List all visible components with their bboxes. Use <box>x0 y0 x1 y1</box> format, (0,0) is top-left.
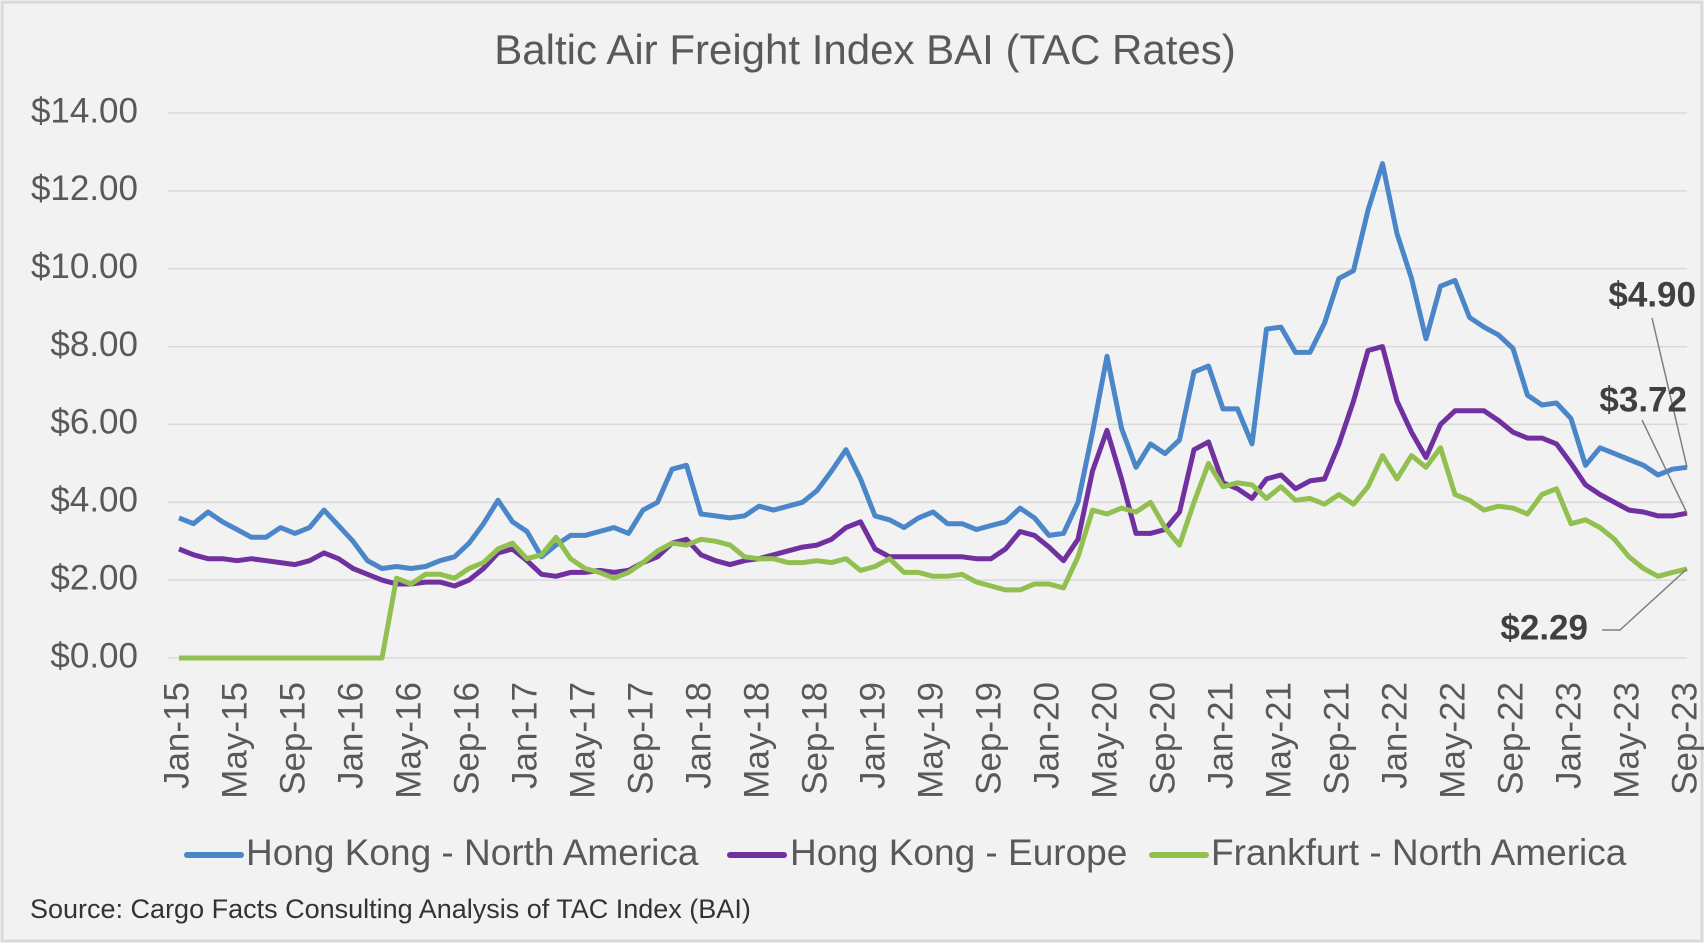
x-tick-label: Sep-21 <box>1317 682 1356 795</box>
x-tick-label: Jan-15 <box>157 682 196 789</box>
x-tick-label: Sep-16 <box>447 682 486 795</box>
y-tick-label: $10.00 <box>31 247 138 286</box>
leader-line <box>1602 568 1688 631</box>
x-tick-label: May-20 <box>1085 682 1124 799</box>
x-tick-label: Sep-17 <box>621 682 660 795</box>
x-tick-label: May-16 <box>389 682 428 799</box>
x-tick-label: Jan-20 <box>1027 682 1066 789</box>
y-tick-label: $6.00 <box>50 403 138 442</box>
x-tick-label: Jan-21 <box>1201 682 1240 789</box>
y-tick-label: $12.00 <box>31 169 138 208</box>
x-tick-label: Jan-16 <box>331 682 370 789</box>
end-value-label: $3.72 <box>1599 380 1687 419</box>
x-tick-label: Jan-19 <box>853 682 892 789</box>
x-tick-label: Jan-17 <box>505 682 544 789</box>
x-tick-label: Jan-22 <box>1375 682 1414 789</box>
x-tick-label: Sep-18 <box>795 682 834 795</box>
source-note: Source: Cargo Facts Consulting Analysis … <box>30 894 751 924</box>
y-tick-label: $2.00 <box>50 558 138 597</box>
series-line <box>179 445 1688 661</box>
chart-title: Baltic Air Freight Index BAI (TAC Rates) <box>494 26 1235 73</box>
y-tick-label: $0.00 <box>50 636 138 675</box>
legend-label: Hong Kong - Europe <box>790 832 1127 873</box>
x-tick-label: Sep-22 <box>1491 682 1530 795</box>
y-tick-label: $14.00 <box>31 91 138 130</box>
leader-line <box>1641 419 1688 514</box>
y-tick-label: $8.00 <box>50 325 138 364</box>
series-line <box>178 161 1688 571</box>
leader-line <box>1651 317 1688 468</box>
end-value-label: $4.90 <box>1608 275 1696 314</box>
x-tick-label: Jan-23 <box>1549 682 1588 789</box>
x-tick-label: May-18 <box>737 682 776 799</box>
x-tick-label: May-22 <box>1433 682 1472 799</box>
legend-label: Frankfurt - North America <box>1211 832 1627 873</box>
x-tick-label: May-15 <box>215 682 254 799</box>
legend-label: Hong Kong - North America <box>246 832 699 873</box>
x-tick-label: Sep-19 <box>969 682 1008 795</box>
x-tick-label: Jan-18 <box>679 682 718 789</box>
series-line <box>178 344 1688 589</box>
x-tick-label: Sep-23 <box>1665 682 1704 795</box>
x-tick-label: May-19 <box>911 682 950 799</box>
x-tick-label: Sep-20 <box>1143 682 1182 795</box>
end-value-label: $2.29 <box>1500 608 1588 647</box>
x-tick-label: Sep-15 <box>273 682 312 795</box>
x-tick-label: May-21 <box>1259 682 1298 799</box>
y-tick-label: $4.00 <box>50 481 138 520</box>
x-tick-label: May-23 <box>1607 682 1646 799</box>
x-tick-label: May-17 <box>563 682 602 799</box>
